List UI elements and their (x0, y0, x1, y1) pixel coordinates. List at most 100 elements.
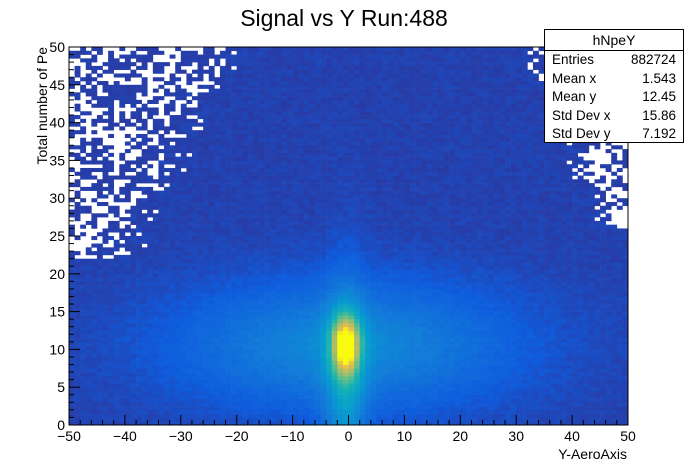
heatmap-cell (69, 84, 75, 89)
heatmap-cell (292, 171, 299, 176)
heatmap-cell (264, 236, 271, 241)
heatmap-cell (303, 201, 310, 207)
heatmap-cell (326, 69, 333, 74)
heatmap-cell (164, 209, 170, 214)
heatmap-cell (214, 224, 221, 229)
heatmap-cell (136, 262, 142, 267)
heatmap-cell (136, 84, 142, 89)
heatmap-cell (348, 62, 355, 67)
heatmap-cell (253, 65, 260, 70)
heatmap-cell (175, 115, 182, 120)
heatmap-cell (175, 326, 182, 331)
heatmap-cell (175, 421, 182, 426)
heatmap-cell (214, 107, 221, 112)
heatmap-cell (147, 292, 154, 297)
heatmap-cell (359, 258, 366, 263)
heatmap-cell (303, 220, 310, 225)
heatmap-cell (253, 99, 260, 104)
heatmap-cell (85, 394, 92, 399)
heatmap-cell (108, 183, 115, 188)
heatmap-cell (108, 383, 115, 388)
heatmap-cell (365, 288, 372, 293)
heatmap-cell (264, 160, 271, 165)
heatmap-cell (231, 122, 237, 127)
heatmap-cell (197, 300, 204, 305)
heatmap-cell (365, 243, 372, 248)
heatmap-cell (197, 387, 204, 392)
heatmap-cell (85, 296, 92, 301)
heatmap-cell (147, 413, 154, 418)
heatmap-cell (270, 315, 277, 320)
heatmap-cell (359, 186, 366, 191)
heatmap-cell (270, 77, 277, 82)
heatmap-cell (91, 258, 98, 263)
heatmap-cell (74, 353, 81, 358)
heatmap-cell (309, 417, 316, 422)
heatmap-cell (108, 251, 115, 256)
heatmap-cell (253, 96, 260, 101)
heatmap-cell (354, 194, 360, 199)
heatmap-cell (225, 258, 232, 263)
heatmap-cell (186, 285, 193, 290)
heatmap-cell (141, 349, 148, 354)
heatmap-cell (147, 236, 154, 241)
heatmap-cell (175, 292, 182, 297)
heatmap-cell (147, 224, 154, 229)
heatmap-cell (236, 118, 243, 123)
heatmap-cell (169, 217, 176, 222)
heatmap-cell (203, 254, 210, 259)
heatmap-cell (331, 409, 338, 414)
heatmap-cell (130, 372, 137, 377)
heatmap-cell (158, 406, 165, 411)
heatmap-cell (303, 368, 310, 373)
heatmap-cell (259, 84, 265, 89)
heatmap-cell (102, 213, 109, 218)
heatmap-cell (136, 338, 142, 343)
heatmap-cell (326, 398, 333, 403)
heatmap-cell (85, 334, 92, 339)
heatmap-cell (169, 183, 176, 188)
heatmap-cell (152, 315, 159, 320)
heatmap-cell (309, 296, 316, 301)
heatmap-cell (152, 47, 159, 52)
heatmap-cell (370, 194, 377, 199)
heatmap-cell (203, 145, 210, 150)
heatmap-cell (247, 406, 254, 411)
heatmap-cell (320, 296, 327, 301)
heatmap-cell (191, 50, 198, 55)
heatmap-cell (275, 266, 282, 271)
heatmap-cell (292, 349, 299, 354)
heatmap-cell (147, 288, 154, 293)
heatmap-cell (287, 194, 293, 199)
heatmap-cell (331, 296, 338, 301)
heatmap-cell (191, 409, 198, 414)
heatmap-cell (259, 262, 265, 267)
heatmap-cell (281, 99, 288, 104)
heatmap-cell (348, 315, 355, 320)
heatmap-cell (219, 160, 226, 165)
heatmap-cell (141, 88, 148, 93)
heatmap-cell (326, 383, 333, 388)
heatmap-cell (236, 326, 243, 331)
heatmap-cell (303, 88, 310, 93)
heatmap-cell (370, 160, 377, 165)
heatmap-cell (214, 239, 221, 244)
heatmap-cell (236, 179, 243, 184)
heatmap-cell (141, 315, 148, 320)
heatmap-cell (281, 319, 288, 324)
heatmap-cell (191, 349, 198, 354)
heatmap-cell (342, 387, 349, 392)
heatmap-cell (348, 239, 355, 244)
heatmap-cell (152, 398, 159, 403)
heatmap-cell (309, 409, 316, 414)
heatmap-cell (180, 398, 187, 403)
heatmap-cell (169, 254, 176, 259)
heatmap-cell (225, 73, 232, 78)
heatmap-cell (298, 62, 305, 67)
heatmap-cell (303, 81, 310, 86)
heatmap-cell (264, 54, 271, 59)
heatmap-cell (354, 304, 360, 309)
heatmap-cell (370, 217, 377, 222)
heatmap-cell (130, 103, 137, 108)
heatmap-cell (214, 285, 221, 290)
